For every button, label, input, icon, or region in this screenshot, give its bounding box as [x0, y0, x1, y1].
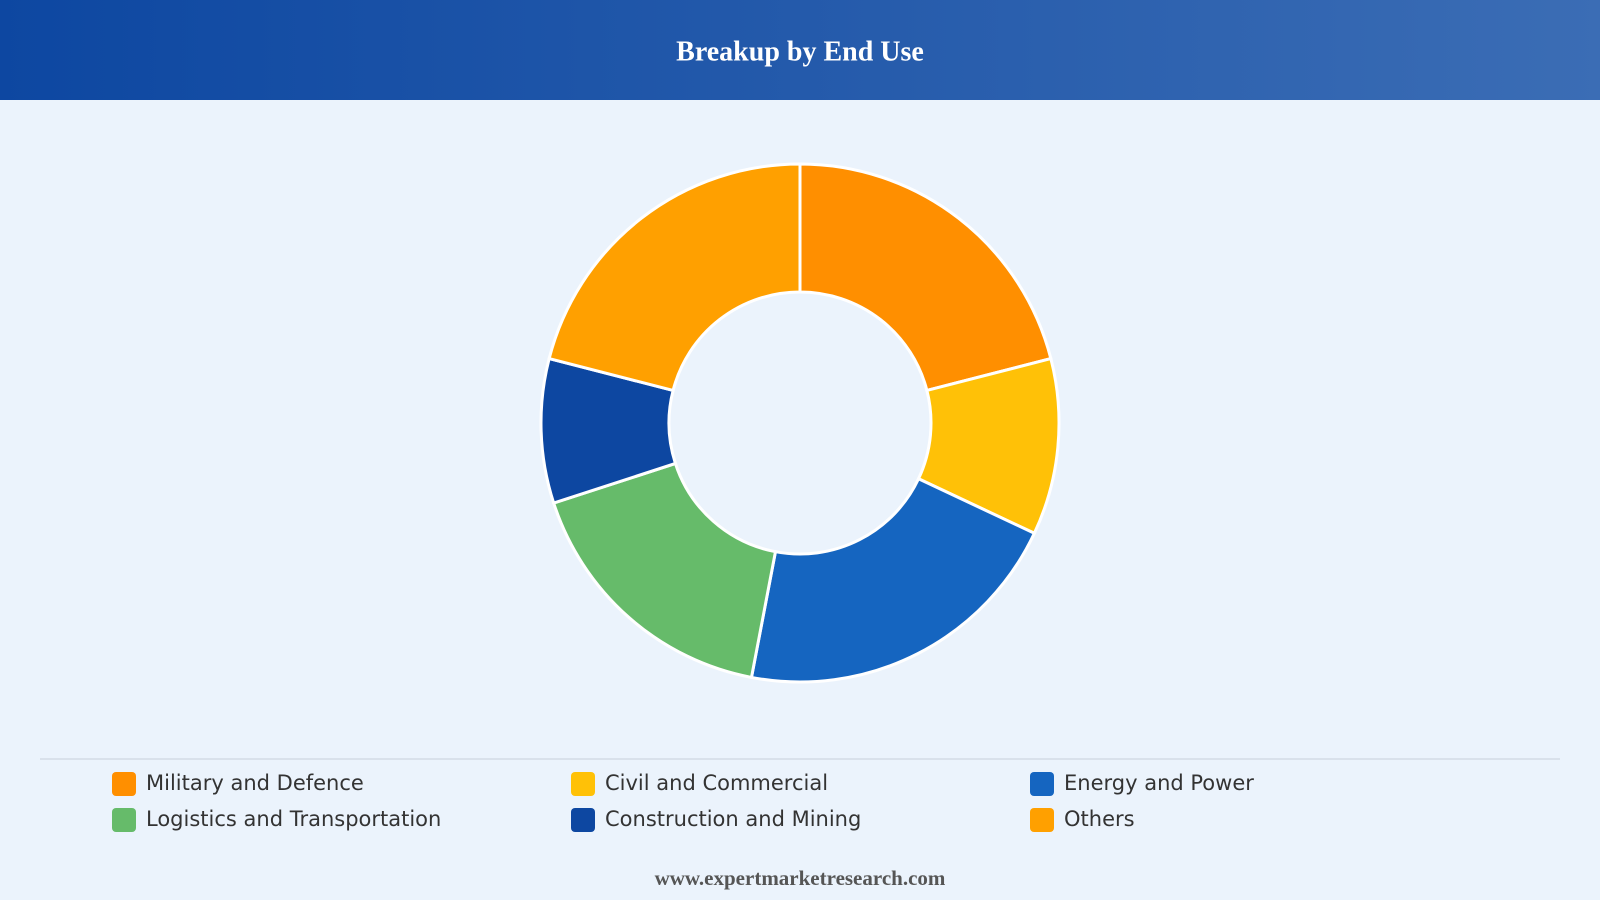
legend-swatch: [571, 772, 595, 796]
legend-swatch: [112, 808, 136, 832]
legend-swatch: [1030, 772, 1054, 796]
donut-slice: [551, 461, 778, 680]
legend-swatch: [112, 772, 136, 796]
legend-label: Construction and Mining: [605, 807, 861, 831]
legend-label: Logistics and Transportation: [146, 807, 441, 831]
legend-label: Civil and Commercial: [605, 771, 828, 795]
donut-slice: [749, 476, 1037, 684]
chart-title: Breakup by End Use: [676, 36, 924, 67]
legend-label: Military and Defence: [146, 771, 364, 795]
donut-slice: [547, 162, 802, 393]
legend-swatch: [571, 808, 595, 832]
source-text: www.expertmarketresearch.com: [655, 866, 946, 890]
legend-swatch: [1030, 808, 1054, 832]
legend-label: Others: [1064, 807, 1135, 831]
donut-slice: [798, 162, 1053, 393]
header-bar: [0, 0, 1600, 100]
legend-label: Energy and Power: [1064, 771, 1254, 795]
